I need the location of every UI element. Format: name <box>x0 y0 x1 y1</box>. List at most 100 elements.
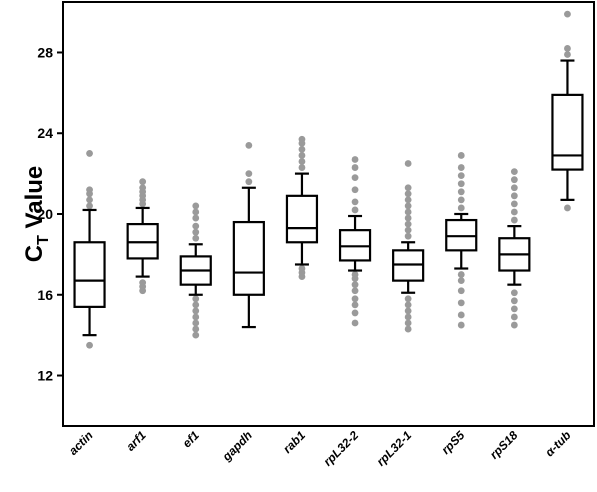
outlier-point <box>510 192 518 200</box>
y-tick-label: 12 <box>37 368 53 384</box>
outlier-point <box>404 301 412 309</box>
outlier-point <box>192 319 200 327</box>
box-group-rpL32-1 <box>392 160 425 333</box>
box-group-rpS5 <box>445 152 478 329</box>
y-tick-label: 20 <box>37 206 53 222</box>
x-tick-label: gapdh <box>219 428 255 464</box>
outlier-point <box>404 202 412 210</box>
outlier-point <box>86 150 93 157</box>
outlier-point <box>192 307 200 315</box>
outlier-point <box>564 204 571 212</box>
outlier-point <box>351 287 359 295</box>
outlier-point <box>404 232 412 240</box>
x-tick-label: ef1 <box>180 428 202 450</box>
outlier-point <box>192 301 200 309</box>
outlier-point <box>404 196 412 204</box>
box-group-rpL32-2 <box>338 156 372 327</box>
x-tick-label: actin <box>66 428 96 458</box>
y-axis-label-rest: Value <box>21 166 48 235</box>
outlier-point <box>457 311 465 319</box>
x-tick-label: rpS18 <box>487 428 521 462</box>
outlier-point <box>457 271 465 278</box>
x-tick-label: rab1 <box>280 428 308 456</box>
box-iqr <box>232 220 265 296</box>
y-tick-label: 24 <box>37 125 53 141</box>
outlier-point <box>245 178 253 186</box>
outlier-point <box>192 228 200 236</box>
outlier-point <box>351 206 359 214</box>
box-group-rab1 <box>285 135 319 280</box>
outlier-point <box>351 156 359 163</box>
outlier-point <box>564 45 571 52</box>
outlier-point <box>245 141 253 149</box>
outlier-point <box>404 226 412 234</box>
outlier-point <box>457 299 465 307</box>
outlier-point <box>192 222 200 230</box>
outlier-point <box>457 164 465 171</box>
boxes-layer <box>73 10 584 349</box>
outlier-point <box>404 313 412 321</box>
outlier-point <box>245 170 253 178</box>
outlier-point <box>457 277 465 285</box>
outlier-point <box>457 196 465 204</box>
x-tick-label: rpL32-1 <box>374 428 415 469</box>
y-axis-label: CT Value <box>21 166 52 263</box>
outlier-point <box>192 208 200 216</box>
outlier-point <box>351 174 359 182</box>
outlier-point <box>298 265 306 272</box>
x-tick-label: rpS5 <box>439 428 468 457</box>
box-iqr <box>73 241 106 308</box>
outlier-point <box>404 184 412 192</box>
outlier-point <box>404 319 412 327</box>
outlier-point <box>86 186 93 194</box>
y-tick-label: 28 <box>37 44 53 60</box>
outlier-point <box>192 325 200 333</box>
outlier-point <box>457 152 465 159</box>
outlier-point <box>404 307 412 315</box>
outlier-point <box>86 196 93 204</box>
box-group-α-tub <box>551 10 584 212</box>
outlier-point <box>298 135 306 143</box>
outlier-point <box>404 220 412 228</box>
outlier-point <box>192 331 200 339</box>
outlier-point <box>298 152 306 159</box>
outlier-point <box>139 184 147 192</box>
outlier-point <box>192 295 200 303</box>
outlier-point <box>404 190 412 198</box>
box-group-ef1 <box>179 202 212 339</box>
outlier-point <box>351 309 359 317</box>
outlier-point <box>564 51 571 58</box>
outlier-point <box>192 214 200 222</box>
outlier-point <box>192 202 200 210</box>
outlier-point <box>351 319 359 327</box>
box-iqr <box>551 93 584 171</box>
outlier-point <box>457 188 465 196</box>
outlier-point <box>404 160 412 167</box>
outlier-point <box>457 204 465 212</box>
outlier-point <box>510 184 518 192</box>
outlier-point <box>564 10 571 18</box>
outlier-point <box>404 208 412 216</box>
outlier-point <box>86 202 93 210</box>
outlier-point <box>510 168 518 176</box>
outlier-point <box>510 321 518 329</box>
box-group-arf1 <box>126 178 159 295</box>
outlier-point <box>457 287 465 295</box>
y-axis-ticks: 12 16 20 24 28 <box>37 44 63 384</box>
outlier-point <box>510 216 518 224</box>
outlier-point <box>298 145 306 153</box>
y-axis-label-main: C <box>21 245 48 262</box>
outlier-point <box>86 341 93 349</box>
x-tick-label: α-tub <box>542 428 573 459</box>
outlier-point <box>351 281 359 289</box>
outlier-point <box>139 279 147 287</box>
outlier-point <box>510 289 518 297</box>
outlier-point <box>457 321 465 329</box>
outlier-point <box>510 200 518 208</box>
outlier-point <box>139 178 147 186</box>
outlier-point <box>510 297 518 305</box>
outlier-point <box>510 176 518 184</box>
outlier-point <box>510 208 518 216</box>
outlier-point <box>351 198 359 206</box>
